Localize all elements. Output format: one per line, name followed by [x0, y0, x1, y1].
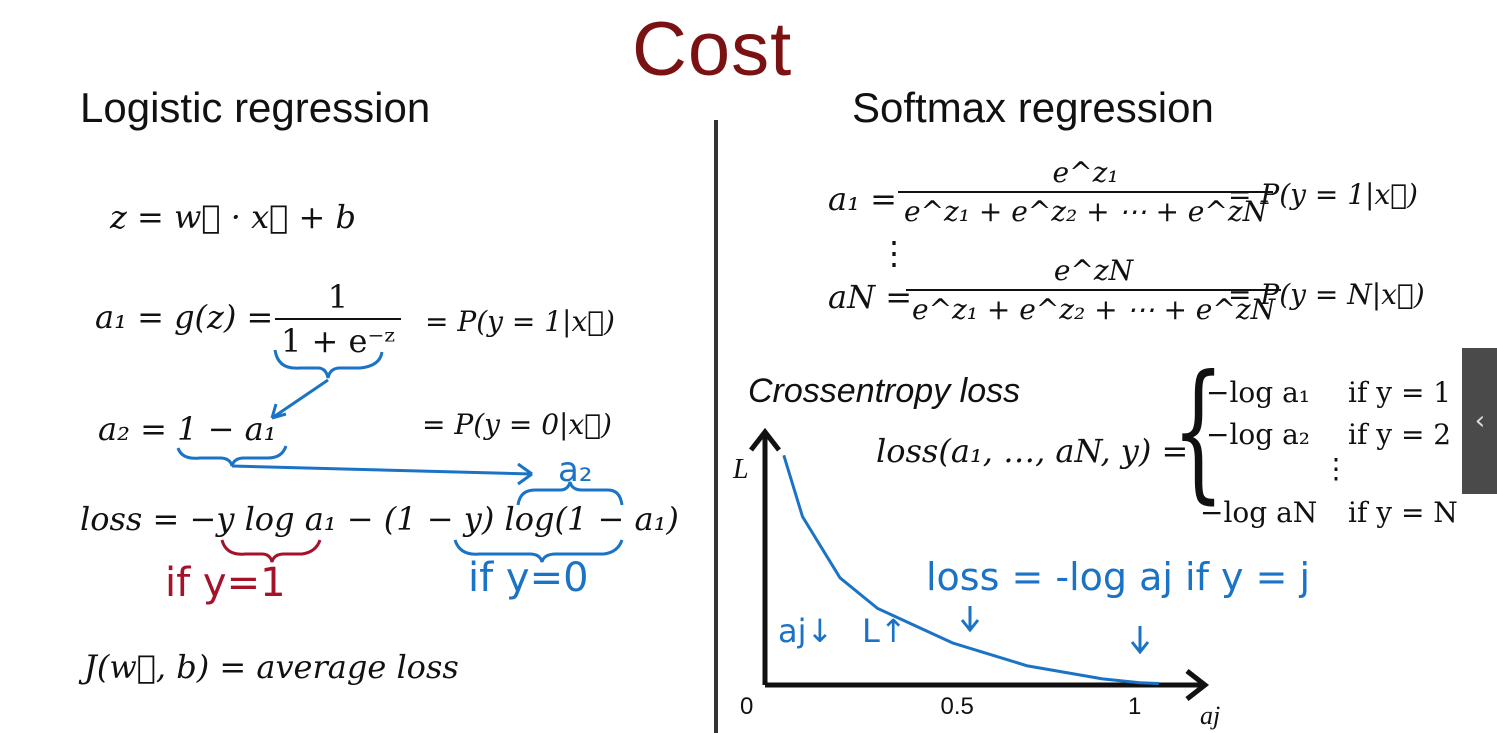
annot-if-y0: if y=0 — [468, 555, 589, 601]
x-tick-label: 0 — [740, 693, 753, 720]
eq-a1-fraction: 1 1 + e⁻ᶻ — [275, 278, 401, 360]
softmax-aN-prob: = P(y = N|x⃗) — [1228, 278, 1425, 311]
softmax-aN-numerator: e^zN — [1053, 254, 1134, 287]
eq-a1-denominator: 1 + e⁻ᶻ — [275, 318, 401, 360]
brace-under-denominator — [273, 349, 384, 379]
annot-loss-neglog: loss = -log aj if y = j — [926, 555, 1311, 599]
x-tick-label: 0.5 — [941, 693, 974, 720]
softmax-a1-prob: = P(y = 1|x⃗) — [1228, 178, 1418, 211]
down-arrow-mid — [960, 606, 980, 633]
eq-a2-prob: = P(y = 0|x⃗) — [422, 408, 612, 441]
blue-brace-log-1-minus-a1 — [453, 539, 624, 563]
softmax-a1-numerator: e^z₁ — [1052, 156, 1119, 189]
annot-if-y1: if y=1 — [165, 560, 286, 606]
eq-z: z = w⃗ · x⃗ + b — [110, 198, 357, 236]
y-axis-label: L — [732, 454, 749, 485]
crossentropy-label: Crossentropy loss — [748, 372, 1021, 410]
case-2-cond: if y = 2 — [1348, 418, 1452, 451]
eq-a1-numerator: 1 — [327, 278, 349, 316]
brace-above-1-minus-a1 — [516, 481, 624, 506]
eq-loss: loss = −y log a₁ − (1 − y) log(1 − a₁) — [80, 500, 679, 538]
axis-arrowheads — [749, 427, 1210, 701]
case-1-cond: if y = 1 — [1348, 376, 1452, 409]
case-1-expr: −log a₁ — [1206, 376, 1311, 409]
eq-a1-prob: = P(y = 1|x⃗) — [425, 305, 615, 338]
arrow-to-a1 — [271, 378, 329, 420]
case-vdots: ⋮ — [1322, 452, 1350, 485]
x-axis-label: aj — [1200, 701, 1220, 730]
chevron-left-icon: ‹ — [1474, 406, 1486, 436]
loss-lhs: loss(a₁, …, aN, y) = — [876, 432, 1189, 470]
case-N-expr: −log aN — [1200, 496, 1318, 529]
case-N-cond: if y = N — [1348, 496, 1458, 529]
softmax-aN-fraction: e^zN e^z₁ + e^z₂ + ⋯ + e^zN — [906, 254, 1282, 326]
softmax-aN-denominator: e^z₁ + e^z₂ + ⋯ + e^zN — [906, 289, 1282, 326]
loss-curve — [782, 454, 1159, 685]
eq-a1-lhs: a₁ = g(z) = — [95, 298, 274, 336]
annot-a2: a₂ — [558, 450, 593, 490]
column-divider — [714, 120, 718, 733]
annot-aj-down: aj↓ — [778, 612, 834, 650]
eq-J: J(w⃗, b) = average loss — [84, 648, 459, 686]
eq-a2: a₂ = 1 − a₁ — [98, 410, 277, 448]
softmax-aN-lhs: aN = — [828, 278, 913, 316]
softmax-a1-lhs: a₁ = — [828, 180, 897, 218]
side-panel-toggle[interactable]: ‹ — [1462, 348, 1497, 494]
logistic-heading: Logistic regression — [80, 84, 431, 131]
softmax-heading: Softmax regression — [852, 84, 1214, 131]
softmax-a1-fraction: e^z₁ e^z₁ + e^z₂ + ⋯ + e^zN — [898, 156, 1274, 228]
slide-title: Cost — [632, 7, 793, 92]
red-brace-log-a1 — [220, 539, 322, 563]
down-arrow-right — [1130, 626, 1150, 655]
x-tick-label: 1 — [1128, 693, 1141, 720]
case-2-expr: −log a₂ — [1206, 418, 1311, 451]
chart-axes — [749, 427, 1210, 701]
long-arrow — [231, 464, 533, 476]
softmax-vdots: ⋮ — [878, 234, 910, 272]
softmax-a1-denominator: e^z₁ + e^z₂ + ⋯ + e^zN — [898, 191, 1274, 228]
cases-brace: { — [1172, 344, 1225, 518]
chart-ticks: 0 0.5 1 Laj — [732, 454, 1220, 730]
